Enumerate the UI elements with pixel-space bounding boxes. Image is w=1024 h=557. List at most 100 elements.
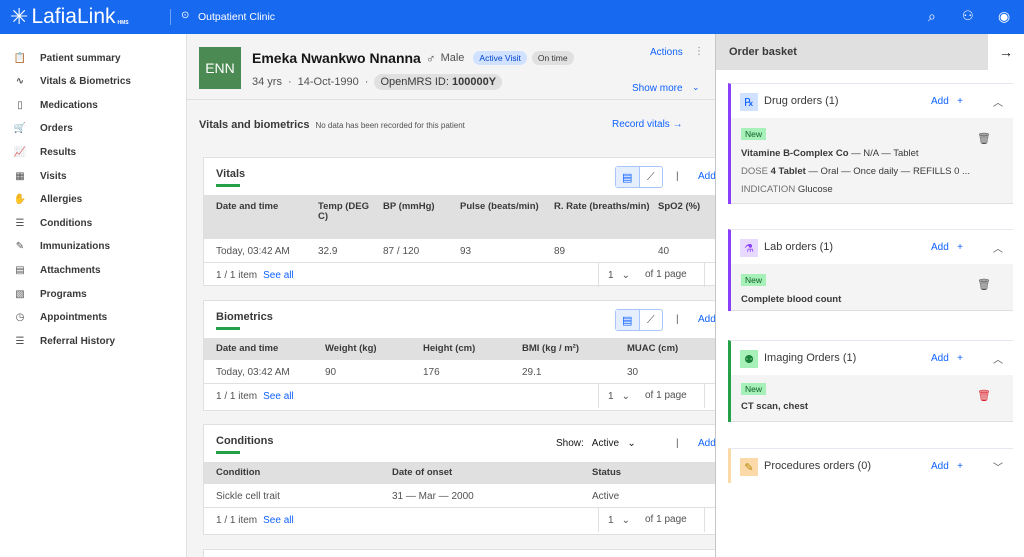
show-more-button[interactable]: Show more [632,83,683,94]
dose-details: — Oral — Once daily — REFILLS 0 ... [805,166,970,177]
list-icon: ☰ [15,335,25,347]
sidebar-item-label: Vitals & Biometrics [40,76,131,88]
item-count: 1 / 1 item [216,269,258,281]
add-button[interactable]: Add [698,314,715,325]
trash-icon[interactable]: 🗑 [977,279,991,291]
medication-icon: ▯ [17,99,23,111]
location-label[interactable]: Outpatient Clinic [198,11,276,23]
new-tag: New [741,383,767,395]
add-procedures-order-button[interactable]: Add + [931,461,963,472]
sidebar-item-patient-summary[interactable]: 📋 Patient summary [10,48,121,68]
lab-icon: ⚗ [740,239,758,257]
add-label: Add [931,242,949,253]
table-row: Today, 03:42 AM 90 176 29.1 30 [204,360,715,384]
table-view-icon[interactable]: ▤ [616,167,640,187]
sidebar-item-orders[interactable]: 🛒 Orders [10,119,73,139]
sidebar-item-medications[interactable]: ▯ Medications [10,95,98,115]
page-select[interactable]: 1 ⌄ [608,508,630,532]
sidebar-item-attachments[interactable]: ▤ Attachments [10,260,100,280]
record-vitals-link[interactable]: Record vitals → [612,119,683,130]
divider: | [676,314,679,325]
page-divider [704,384,705,408]
chevron-down-icon: ⌄ [621,514,630,526]
drug-icon: ℞ [740,93,758,111]
program-icon: ▧ [15,288,25,300]
see-all-link[interactable]: See all [263,390,294,402]
top-header: ✳ LafiaLink HMS ⊙ Outpatient Clinic ⌕ ⚇ … [0,0,1024,34]
sidebar-item-results[interactable]: 📈 Results [10,142,76,162]
chevron-up-icon[interactable]: ︿ [993,98,1003,109]
section-header[interactable]: ⚗ Lab orders (1) Add + ︿ [731,230,1013,264]
trash-icon[interactable]: 🗑 [977,390,991,402]
conditions-card: Conditions Show: Active ⌄ | Add Condition Date… [203,424,715,535]
page-divider [598,508,599,532]
column-header: Date and time [216,343,279,354]
page-number: 1 [608,390,614,402]
sidebar-item-label: Medications [40,99,98,111]
sidebar-item-visits[interactable]: ▦ Visits [10,166,66,186]
section-title: Drug orders (1) [764,95,839,107]
calendar-icon: ▦ [15,170,25,182]
search-icon[interactable]: ⌕ [928,8,936,24]
section-title: Imaging Orders (1) [764,352,857,364]
page-select[interactable]: 1 ⌄ [608,384,630,408]
add-button[interactable]: Add [698,438,715,449]
section-header[interactable]: ℞ Drug orders (1) Add + ︿ [731,84,1013,118]
chevron-up-icon[interactable]: ︿ [993,244,1003,255]
chart-view-icon[interactable]: ⟋ [646,170,655,183]
table-view-icon[interactable]: ▤ [616,310,640,330]
actions-button[interactable]: Actions [650,47,683,58]
trash-icon[interactable]: 🗑 [977,133,991,145]
sidebar-item-referral-history[interactable]: ☰ Referral History [10,331,116,351]
chart-view-icon[interactable]: ⟋ [646,313,655,326]
patient-id-badge: OpenMRS ID: 100000Y [374,74,503,90]
column-header: MUAC (cm) [627,343,679,354]
add-label: Add [931,353,949,364]
page-select[interactable]: 1 ⌄ [608,263,630,287]
add-lab-order-button[interactable]: Add + [931,242,963,253]
page-total: of 1 page [645,390,687,401]
indication-line: INDICATION Glucose [741,184,833,195]
separator: · [364,76,369,88]
order-basket-panel: Order basket → ℞ Drug orders (1) Add + ︿ New… [715,34,1024,557]
vitals-banner: Vitals and biometrics No data has been r… [199,117,465,133]
sidebar-item-label: Appointments [40,312,108,324]
column-header: R. Rate (breaths/min) [554,201,650,212]
vitals-card: Vitals ▤ ⟋ | Add Date and time Temp (DEG C) BP … [203,157,715,287]
chevron-down-icon[interactable]: ﹀ [993,463,1003,474]
chevron-down-icon[interactable]: ⌄ [692,82,700,92]
table-cell: 93 [460,246,472,257]
add-imaging-order-button[interactable]: Add + [931,353,963,364]
male-icon: ♂ [425,50,436,66]
sidebar-item-appointments[interactable]: ◷ Appointments [10,308,108,328]
add-drug-order-button[interactable]: Add + [931,96,963,107]
add-user-icon[interactable]: ⚇ [962,8,974,23]
chevron-up-icon[interactable]: ︿ [993,355,1003,366]
patient-age: 34 yrs [252,76,282,88]
new-tag: New [741,128,767,140]
close-panel-button[interactable]: → [988,34,1024,70]
indication-label: INDICATION [741,184,796,195]
overflow-menu-icon[interactable]: ⋮ [694,46,704,57]
see-all-link[interactable]: See all [263,514,294,526]
sidebar-item-conditions[interactable]: ☰ Conditions [10,213,93,233]
section-header[interactable]: ⚉ Imaging Orders (1) Add + ︿ [731,341,1013,375]
add-button[interactable]: Add [698,171,715,182]
sidebar-item-programs[interactable]: ▧ Programs [10,284,86,304]
brand-suffix: HMS [117,20,129,26]
divider [170,9,171,25]
status-filter-dropdown[interactable]: Active ⌄ [591,437,636,449]
sidebar-item-vitals-biometrics[interactable]: ∿ Vitals & Biometrics [10,72,131,92]
brand[interactable]: ✳ LafiaLink HMS [10,3,129,31]
vitals-banner-message: No data has been recorded for this patie… [315,120,465,130]
page-divider [704,508,705,532]
section-header[interactable]: ✎ Procedures orders (0) Add + ﹀ [731,449,1013,483]
sidebar-item-allergies[interactable]: ✋ Allergies [10,190,82,210]
user-avatar-icon[interactable]: ◉ [998,8,1011,24]
separator: · [287,76,292,88]
add-label: Add [931,96,949,107]
item-count: 1 / 1 item [216,514,258,526]
sidebar-item-immunizations[interactable]: ✎ Immunizations [10,237,110,257]
list-icon: ☰ [15,217,25,229]
see-all-link[interactable]: See all [263,269,294,281]
